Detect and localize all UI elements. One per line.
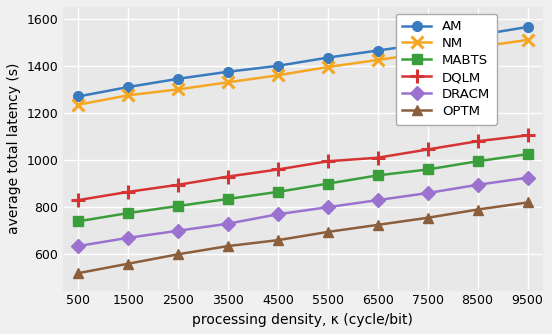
NM [75,103,82,107]
MABTS [374,173,381,177]
DQLM [424,148,431,152]
NM [325,65,331,69]
DRACM [175,229,182,233]
DQLM [225,175,231,179]
OPTM [225,244,231,248]
Line: NM: NM [72,34,534,111]
DRACM [75,244,82,248]
AM [325,55,331,59]
MABTS [524,152,531,156]
AM [225,70,231,74]
AM [175,77,182,81]
MABTS [474,159,481,163]
DQLM [274,167,281,171]
MABTS [175,204,182,208]
MABTS [274,190,281,194]
X-axis label: processing density, κ (cycle/bit): processing density, κ (cycle/bit) [193,313,413,327]
Line: DRACM: DRACM [73,173,532,251]
Legend: AM, NM, MABTS, DQLM, DRACM, OPTM: AM, NM, MABTS, DQLM, DRACM, OPTM [396,14,497,125]
DRACM [474,183,481,187]
OPTM [75,271,82,275]
NM [374,58,381,62]
OPTM [175,252,182,256]
DQLM [75,198,82,202]
MABTS [424,167,431,171]
DQLM [374,156,381,160]
Line: OPTM: OPTM [73,198,532,278]
AM [524,25,531,29]
DQLM [325,159,331,163]
NM [524,38,531,42]
AM [75,95,82,99]
MABTS [75,219,82,223]
DRACM [374,198,381,202]
DRACM [424,191,431,195]
DQLM [524,133,531,137]
MABTS [225,197,231,201]
OPTM [125,262,131,266]
AM [125,85,131,89]
DRACM [325,205,331,209]
DQLM [175,183,182,187]
NM [274,73,281,77]
DQLM [125,190,131,194]
AM [424,41,431,45]
OPTM [424,216,431,220]
NM [225,80,231,84]
NM [424,51,431,55]
OPTM [274,238,281,242]
NM [175,88,182,92]
DRACM [274,212,281,216]
Line: AM: AM [73,22,532,101]
MABTS [125,211,131,215]
DRACM [524,176,531,180]
AM [374,48,381,52]
NM [474,45,481,49]
DRACM [225,222,231,226]
DQLM [474,139,481,143]
AM [274,64,281,68]
Line: MABTS: MABTS [73,149,532,226]
AM [474,33,481,37]
DRACM [125,236,131,240]
Y-axis label: average total latency (s): average total latency (s) [7,62,21,234]
OPTM [374,223,381,227]
Line: DQLM: DQLM [71,128,534,207]
OPTM [474,207,481,211]
OPTM [524,200,531,204]
MABTS [325,182,331,186]
OPTM [325,230,331,234]
NM [125,93,131,97]
